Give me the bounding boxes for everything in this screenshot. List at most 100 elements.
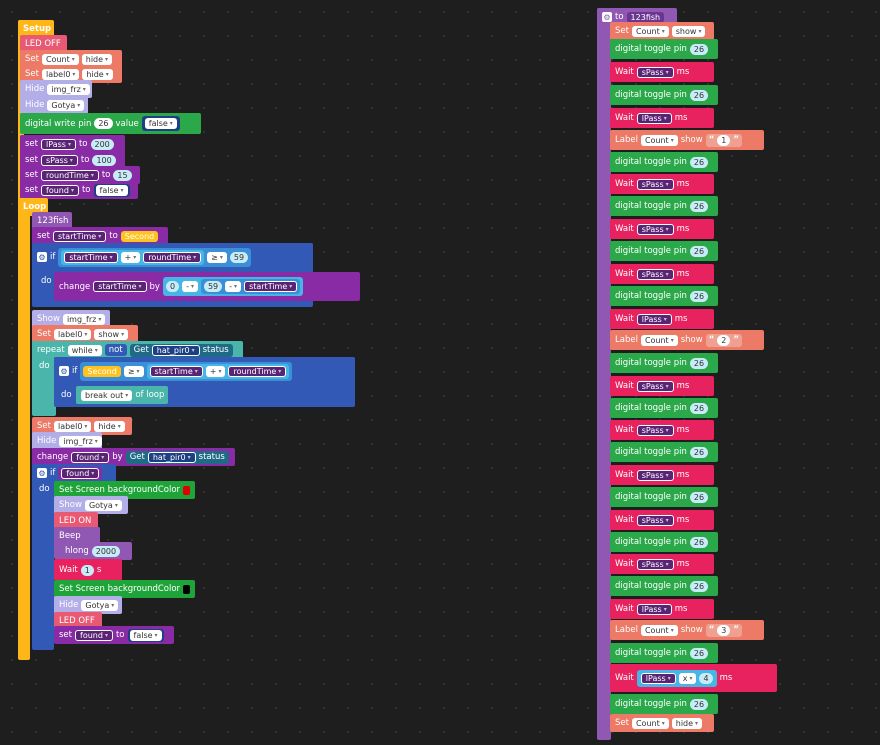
var-dropdown[interactable]: found ▾ [41,184,79,196]
set-starttime-block[interactable]: set startTime ▾ to Second [32,227,168,245]
sensor-dropdown[interactable]: hat_pir0 ▾ [147,451,196,463]
toggle-pin-block[interactable]: digital toggle pin 26 [610,39,718,59]
pin-input[interactable]: 26 [689,245,709,257]
var-dropdown[interactable]: sPass ▾ [636,469,674,481]
pin-input[interactable]: 26 [689,156,709,168]
hide-gotya2-block[interactable]: Hide Gotya ▾ [54,596,122,614]
count-dropdown[interactable]: Count ▾ [631,717,669,729]
toggle-pin-block[interactable]: digital toggle pin 26 [610,576,718,596]
pin-input[interactable]: 26 [689,698,709,710]
cmp-dropdown[interactable]: ≥ ▾ [207,251,227,263]
break-block[interactable]: break out ▾ of loop [76,386,168,404]
set-label0-block[interactable]: Set label0 ▾ hide ▾ [20,65,122,83]
red-color-swatch[interactable] [183,485,190,495]
count-dropdown[interactable]: Count ▾ [640,624,678,636]
pin-input[interactable]: 26 [689,491,709,503]
op-dropdown[interactable]: - ▾ [225,281,242,292]
led-on-block[interactable]: LED ON [54,512,98,530]
wait-block[interactable]: Wait sPass ▾ ms [610,174,714,194]
set-count-block[interactable]: Set Count ▾ hide ▾ [20,50,122,68]
label-count-block[interactable]: Label Count ▾ show “1” [610,130,764,150]
led-off-block[interactable]: LED OFF [20,35,67,53]
var-dropdown[interactable]: sPass ▾ [636,380,674,392]
action-dropdown[interactable]: hide ▾ [81,53,113,65]
hlong-input[interactable]: 2000 [91,545,121,557]
var-dropdown[interactable]: startTime ▾ [244,281,298,292]
var-dropdown[interactable]: roundTime ▾ [41,169,99,181]
action-dropdown[interactable]: hide ▾ [82,68,113,80]
second-reporter[interactable]: Second [83,365,121,377]
gotya-dropdown[interactable]: Gotya ▾ [84,499,122,511]
toggle-pin-block[interactable]: digital toggle pin 26 [610,241,718,261]
wait-block[interactable]: Wait sPass ▾ ms [610,554,714,574]
fn-set-count-show-block[interactable]: Set Count ▾ show ▾ [610,22,714,40]
toggle-pin-block[interactable]: digital toggle pin 26 [610,643,718,663]
beep-block[interactable]: Beep [54,527,100,545]
show-gotya-block[interactable]: Show Gotya ▾ [54,496,128,514]
toggle-pin-block[interactable]: digital toggle pin 26 [610,196,718,216]
set-bg-red-block[interactable]: Set Screen backgroundColor [54,481,195,499]
pin-input[interactable]: 26 [689,89,709,101]
if1-block[interactable]: ⚙ if startTime ▾ + ▾ roundTime ▾ ≥ ▾ 59 [32,243,313,271]
value-input[interactable]: 0 [165,281,180,292]
text-input[interactable]: 3 [717,624,731,636]
mult-input[interactable]: 4 [699,672,713,684]
var-dropdown[interactable]: sPass ▾ [636,424,674,436]
led-off2-block[interactable]: LED OFF [54,612,102,630]
var-dropdown[interactable]: sPass ▾ [41,154,78,166]
pin-input[interactable]: 26 [689,402,709,414]
change-starttime-block[interactable]: change startTime ▾ by 0- ▾ 59- ▾ startTime ▾ [54,272,360,301]
toggle-pin-block[interactable]: digital toggle pin 26 [610,85,718,105]
var-dropdown[interactable]: sPass ▾ [636,514,674,526]
var-dropdown[interactable]: lPass ▾ [636,603,672,615]
setup-block[interactable]: Setup [18,20,54,38]
pin-input[interactable]: 26 [689,43,709,55]
fn-set-count-hide-block[interactable]: Set Count ▾ hide ▾ [610,714,714,732]
var-dropdown[interactable]: startTime ▾ [149,365,203,377]
set-bg-black-block[interactable]: Set Screen backgroundColor [54,580,195,598]
change-found-block[interactable]: change found ▾ by Get hat_pir0 ▾ status [32,448,235,466]
label0-dropdown[interactable]: label0 ▾ [53,328,92,340]
var-dropdown[interactable]: sPass ▾ [636,558,674,570]
label-count-block[interactable]: Label Count ▾ show “3” [610,620,764,640]
wait-block[interactable]: Wait sPass ▾ ms [610,219,714,239]
op-dropdown[interactable]: + ▾ [120,251,141,263]
cmp-dropdown[interactable]: ≥ ▾ [123,365,144,377]
pin-input[interactable]: 26 [689,357,709,369]
var-dropdown[interactable]: lPass ▾ [640,672,676,684]
wait-input[interactable]: 1 [80,564,94,576]
var-dropdown[interactable]: lPass ▾ [636,313,672,325]
hide-img-block[interactable]: Hide img_frz ▾ [20,80,92,98]
var-dropdown[interactable]: startTime ▾ [93,281,147,292]
value-input[interactable]: 59 [203,281,223,292]
count-dropdown[interactable]: Count ▾ [640,334,678,346]
img-dropdown[interactable]: img_frz ▾ [62,313,106,325]
wait-block[interactable]: Wait sPass ▾ ms [610,62,714,82]
wait-mult-block[interactable]: Wait lPass ▾ x ▾ 4 ms [610,664,777,692]
bool-dropdown[interactable]: false ▾ [144,118,177,129]
set-label0-hide-block[interactable]: Set label0 ▾ hide ▾ [32,417,132,435]
var-dropdown[interactable]: lPass ▾ [636,112,672,124]
if3-block[interactable]: ⚙ if found ▾ [32,464,116,482]
wait-block[interactable]: Wait lPass ▾ ms [610,599,714,619]
if2-block[interactable]: ⚙ if Second ≥ ▾ startTime ▾ + ▾ roundTime ▾ [54,357,355,385]
pin-input[interactable]: 26 [689,580,709,592]
wait-block[interactable]: Wait sPass ▾ ms [610,376,714,396]
toggle-pin-block[interactable]: digital toggle pin 26 [610,286,718,306]
fn-name-field[interactable]: 123fish [626,11,665,23]
action-dropdown[interactable]: show ▾ [671,25,706,37]
wait-block[interactable]: Wait sPass ▾ ms [610,510,714,530]
img-dropdown[interactable]: img_frz ▾ [47,83,90,95]
var-dropdown[interactable]: startTime ▾ [64,251,118,263]
mode-dropdown[interactable]: while ▾ [67,344,102,356]
value-input[interactable]: 100 [92,154,116,166]
black-color-swatch[interactable] [183,584,190,594]
gear-icon[interactable]: ⚙ [59,366,69,376]
op-dropdown[interactable]: + ▾ [205,365,226,377]
var-dropdown[interactable]: found ▾ [61,467,100,479]
gear-icon[interactable]: ⚙ [602,12,612,22]
toggle-pin-block[interactable]: digital toggle pin 26 [610,694,718,714]
gear-icon[interactable]: ⚙ [37,252,47,262]
second-reporter[interactable]: Second [120,230,159,242]
value-input[interactable]: 200 [90,138,114,150]
